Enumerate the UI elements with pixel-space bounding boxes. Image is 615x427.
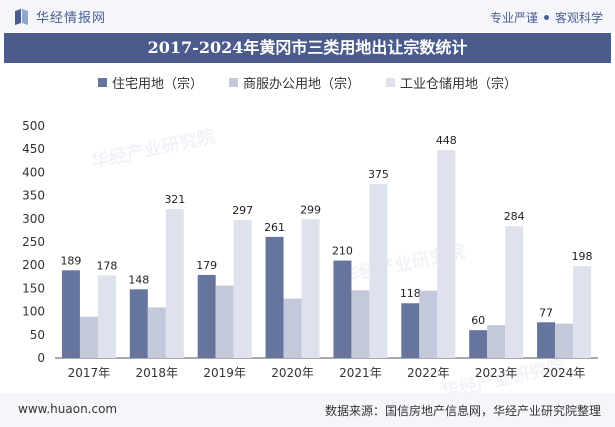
y-tick-label: 0 <box>37 351 45 365</box>
brand[interactable]: 华经情报网 <box>14 7 106 26</box>
data-label: 198 <box>572 250 593 263</box>
data-label: 210 <box>332 245 353 258</box>
bar <box>61 270 80 358</box>
x-tick-label: 2018年 <box>136 366 179 380</box>
bar <box>197 274 216 358</box>
bar <box>283 298 302 358</box>
x-tick-label: 2021年 <box>339 366 382 380</box>
legend-swatch <box>386 78 395 87</box>
data-label: 179 <box>196 259 217 272</box>
bar <box>333 260 352 358</box>
chart-title: 2017-2024年黄冈市三类用地出让宗数统计 <box>4 33 611 63</box>
data-label: 284 <box>504 210 525 223</box>
bar <box>233 220 252 358</box>
bar <box>215 285 234 358</box>
data-label: 118 <box>400 287 421 300</box>
bar <box>301 219 320 358</box>
bar <box>419 290 438 358</box>
bar <box>351 290 370 358</box>
data-label: 375 <box>368 168 389 181</box>
bar <box>505 226 524 358</box>
footer-url[interactable]: www.huaon.com <box>18 402 118 416</box>
data-label: 448 <box>436 134 457 147</box>
legend-item-industrial: 工业仓储用地（宗） <box>386 73 517 92</box>
y-tick-label: 500 <box>22 119 45 133</box>
footer: www.huaon.com 数据来源：国信房地产信息网，华经产业研究院整理 <box>0 393 615 427</box>
legend-item-commercial: 商服办公用地（宗） <box>228 73 360 92</box>
bar <box>401 303 420 358</box>
legend-label: 商服办公用地（宗） <box>242 77 360 92</box>
legend-label: 住宅用地（宗） <box>111 77 203 92</box>
x-tick-label: 2019年 <box>203 366 246 380</box>
bar <box>469 330 488 358</box>
tagline: 专业严谨 客观科学 <box>490 9 603 26</box>
header-bar: 华经情报网 专业严谨 客观科学 <box>0 0 615 32</box>
y-tick-label: 150 <box>22 281 45 295</box>
bar <box>487 325 506 358</box>
bar <box>437 150 456 358</box>
y-tick-label: 100 <box>22 305 45 319</box>
data-label: 321 <box>164 193 185 206</box>
data-label: 299 <box>300 203 321 216</box>
bar <box>79 316 98 358</box>
bar <box>165 209 184 358</box>
y-tick-label: 400 <box>22 165 45 179</box>
logo-icon <box>14 9 30 25</box>
y-tick-label: 350 <box>22 189 45 203</box>
legend-label: 工业仓储用地（宗） <box>400 77 518 92</box>
bar <box>129 289 148 358</box>
data-label: 148 <box>128 273 149 286</box>
tagline-right: 客观科学 <box>554 11 603 25</box>
legend-item-residential: 住宅用地（宗） <box>97 73 203 92</box>
bar <box>555 323 574 358</box>
tagline-left: 专业严谨 <box>489 11 538 25</box>
y-tick-label: 300 <box>22 212 45 226</box>
data-label: 60 <box>471 314 485 327</box>
y-tick-label: 250 <box>22 235 45 249</box>
legend-swatch <box>228 78 238 87</box>
y-tick-label: 450 <box>22 142 45 156</box>
x-tick-label: 2017年 <box>68 366 111 380</box>
bar <box>265 236 284 358</box>
footer-source: 数据来源：国信房地产信息网，华经产业研究院整理 <box>324 404 601 418</box>
data-label: 261 <box>264 221 285 234</box>
y-tick-label: 200 <box>22 258 45 272</box>
data-label: 189 <box>60 254 81 267</box>
data-label: 178 <box>96 259 117 272</box>
x-tick-label: 2022年 <box>407 366 450 380</box>
data-label: 77 <box>539 306 553 319</box>
legend: 住宅用地（宗） 商服办公用地（宗） 工业仓储用地（宗） <box>0 73 615 92</box>
dot-icon <box>543 15 549 20</box>
bar <box>573 266 592 358</box>
bar <box>537 322 556 358</box>
x-tick-label: 2020年 <box>271 366 314 380</box>
data-label: 297 <box>232 204 253 217</box>
bar <box>369 184 388 358</box>
bar-chart: 0 50 100 150 200 250 300 350 400 450 500 189 178 2017… <box>22 119 598 380</box>
x-tick-label: 2024年 <box>543 366 586 380</box>
x-tick-label: 2023年 <box>475 366 518 380</box>
legend-swatch <box>97 78 107 87</box>
y-tick-label: 50 <box>30 328 45 342</box>
bar <box>97 275 116 358</box>
brand-name: 华经情报网 <box>36 11 107 26</box>
bar <box>147 307 166 358</box>
